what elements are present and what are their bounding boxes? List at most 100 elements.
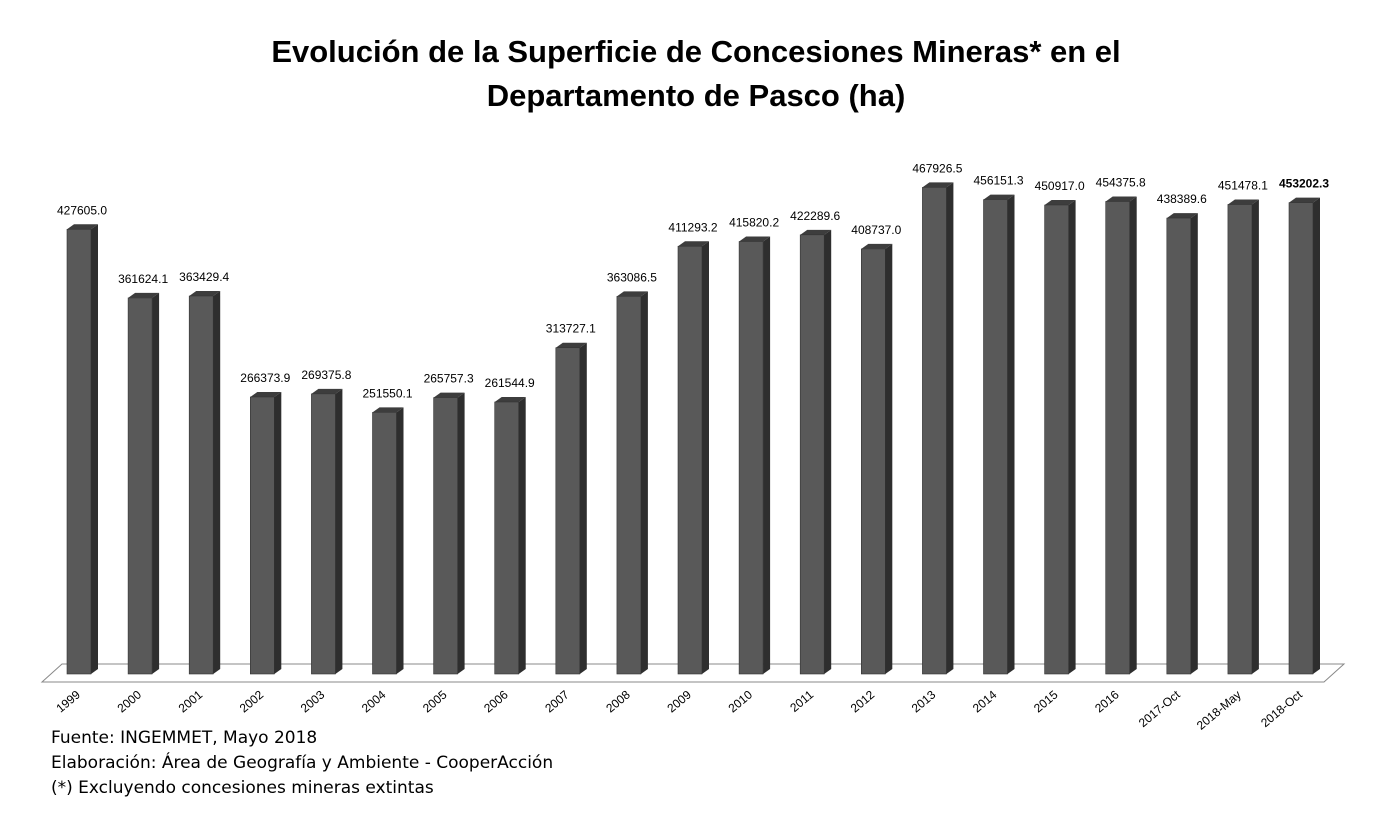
data-label: 422289.6: [790, 209, 840, 223]
bar-top: [1166, 213, 1198, 219]
x-tick-label: 2002: [237, 687, 267, 715]
data-label: 251550.1: [362, 386, 412, 400]
bar: [1166, 217, 1192, 675]
bar-top: [433, 392, 465, 398]
bar-top: [250, 391, 282, 397]
bar: [372, 412, 397, 675]
x-tick-label: 2011: [787, 687, 816, 715]
bar-top: [616, 291, 648, 297]
bar-top: [67, 224, 98, 230]
x-tick-label: 2018-May: [1194, 688, 1244, 733]
chart-notes: Fuente: INGEMMET, Mayo 2018 Elaboración:…: [51, 726, 553, 801]
x-tick-label: 2008: [603, 687, 633, 715]
footnote: (*) Excluyendo concesiones mineras extin…: [51, 778, 434, 798]
x-tick-label: 2007: [542, 687, 572, 715]
bar-side: [1068, 200, 1076, 674]
bar-side: [457, 392, 465, 674]
data-label: 363429.4: [179, 270, 229, 284]
bar-top: [494, 396, 526, 402]
x-tick-label: 2004: [359, 687, 389, 715]
bar: [1227, 204, 1253, 675]
chart-title-line-1: Evolución de la Superficie de Concesione…: [271, 34, 1121, 69]
bar: [922, 187, 947, 675]
bar: [494, 401, 520, 675]
bar-side: [518, 396, 526, 674]
x-tick-label: 2009: [664, 687, 694, 715]
bar: [677, 245, 703, 675]
x-tick-label: 2018-Oct: [1258, 687, 1305, 730]
data-label: 361624.1: [118, 272, 168, 286]
bar-side: [1313, 197, 1320, 674]
bar: [1044, 204, 1069, 675]
bar: [1105, 201, 1130, 675]
x-tick-label: 2012: [848, 687, 878, 715]
bar: [860, 248, 886, 675]
data-label: 415820.2: [729, 216, 779, 230]
bar-top: [1227, 199, 1259, 205]
bar-side: [335, 388, 343, 674]
bar-top: [1044, 200, 1076, 206]
bar-top: [922, 182, 954, 188]
bar-side: [640, 291, 648, 674]
x-tick-label: 2000: [115, 687, 145, 715]
bar-side: [1190, 213, 1198, 674]
source-note: Fuente: INGEMMET, Mayo 2018: [51, 728, 318, 748]
bar-top: [189, 291, 221, 297]
bar-top: [555, 342, 587, 348]
bar: [311, 393, 336, 675]
data-label: 265757.3: [424, 372, 474, 386]
data-label: 451478.1: [1218, 178, 1268, 192]
bar: [66, 228, 92, 675]
bar-side: [579, 342, 587, 674]
bar-side: [763, 236, 771, 674]
bar-top: [678, 241, 709, 247]
x-tick-label: 2014: [970, 687, 1000, 715]
bar-side: [152, 292, 160, 674]
bar: [799, 234, 825, 675]
data-label: 438389.6: [1157, 192, 1207, 206]
bar-top: [983, 194, 1015, 200]
x-tick-label: 2010: [726, 687, 756, 715]
bar: [250, 396, 275, 675]
x-tick-label: 2006: [481, 687, 511, 715]
bar-side: [1007, 194, 1015, 674]
data-label: 467926.5: [912, 161, 962, 175]
bar: [127, 297, 153, 675]
data-label: 456151.3: [973, 174, 1023, 188]
data-label: 408737.0: [851, 223, 901, 237]
bar: [983, 199, 1008, 675]
bar-top: [861, 243, 893, 249]
bar-top: [1105, 196, 1137, 202]
bar: [433, 397, 458, 675]
bar: [188, 295, 214, 675]
bar-top: [372, 407, 404, 413]
x-tick-label: 1999: [53, 687, 83, 715]
data-label: 363086.5: [607, 270, 657, 284]
bar-top: [739, 236, 771, 242]
x-tick-label: 2016: [1092, 687, 1122, 715]
data-label: 313727.1: [546, 322, 596, 336]
x-tick-label: 2015: [1031, 687, 1061, 715]
bar-side: [213, 291, 221, 674]
x-tick-label: 2003: [298, 687, 328, 715]
bar-side: [824, 229, 832, 674]
x-tick-label: 2017-Oct: [1136, 687, 1183, 730]
x-tick-label: 2005: [420, 687, 450, 715]
data-label: 269375.8: [301, 368, 351, 382]
bar-side: [1129, 196, 1137, 675]
bar-side: [396, 407, 404, 674]
bar-top: [800, 229, 832, 235]
data-label: 266373.9: [240, 371, 290, 385]
data-label: 427605.0: [57, 203, 107, 217]
bar-top: [128, 292, 160, 298]
prepared-by-note: Elaboración: Área de Geografía y Ambient…: [51, 753, 554, 773]
bar-side: [1251, 199, 1259, 674]
x-tick-label: 2013: [909, 687, 939, 715]
chart-title-line-2: Departamento de Pasco (ha): [486, 78, 906, 113]
bar-side: [274, 391, 282, 674]
bar-side: [946, 182, 954, 674]
data-label: 450917.0: [1035, 179, 1085, 193]
data-label: 454375.8: [1096, 175, 1146, 189]
bar-side: [91, 224, 98, 674]
bar: [616, 296, 642, 675]
